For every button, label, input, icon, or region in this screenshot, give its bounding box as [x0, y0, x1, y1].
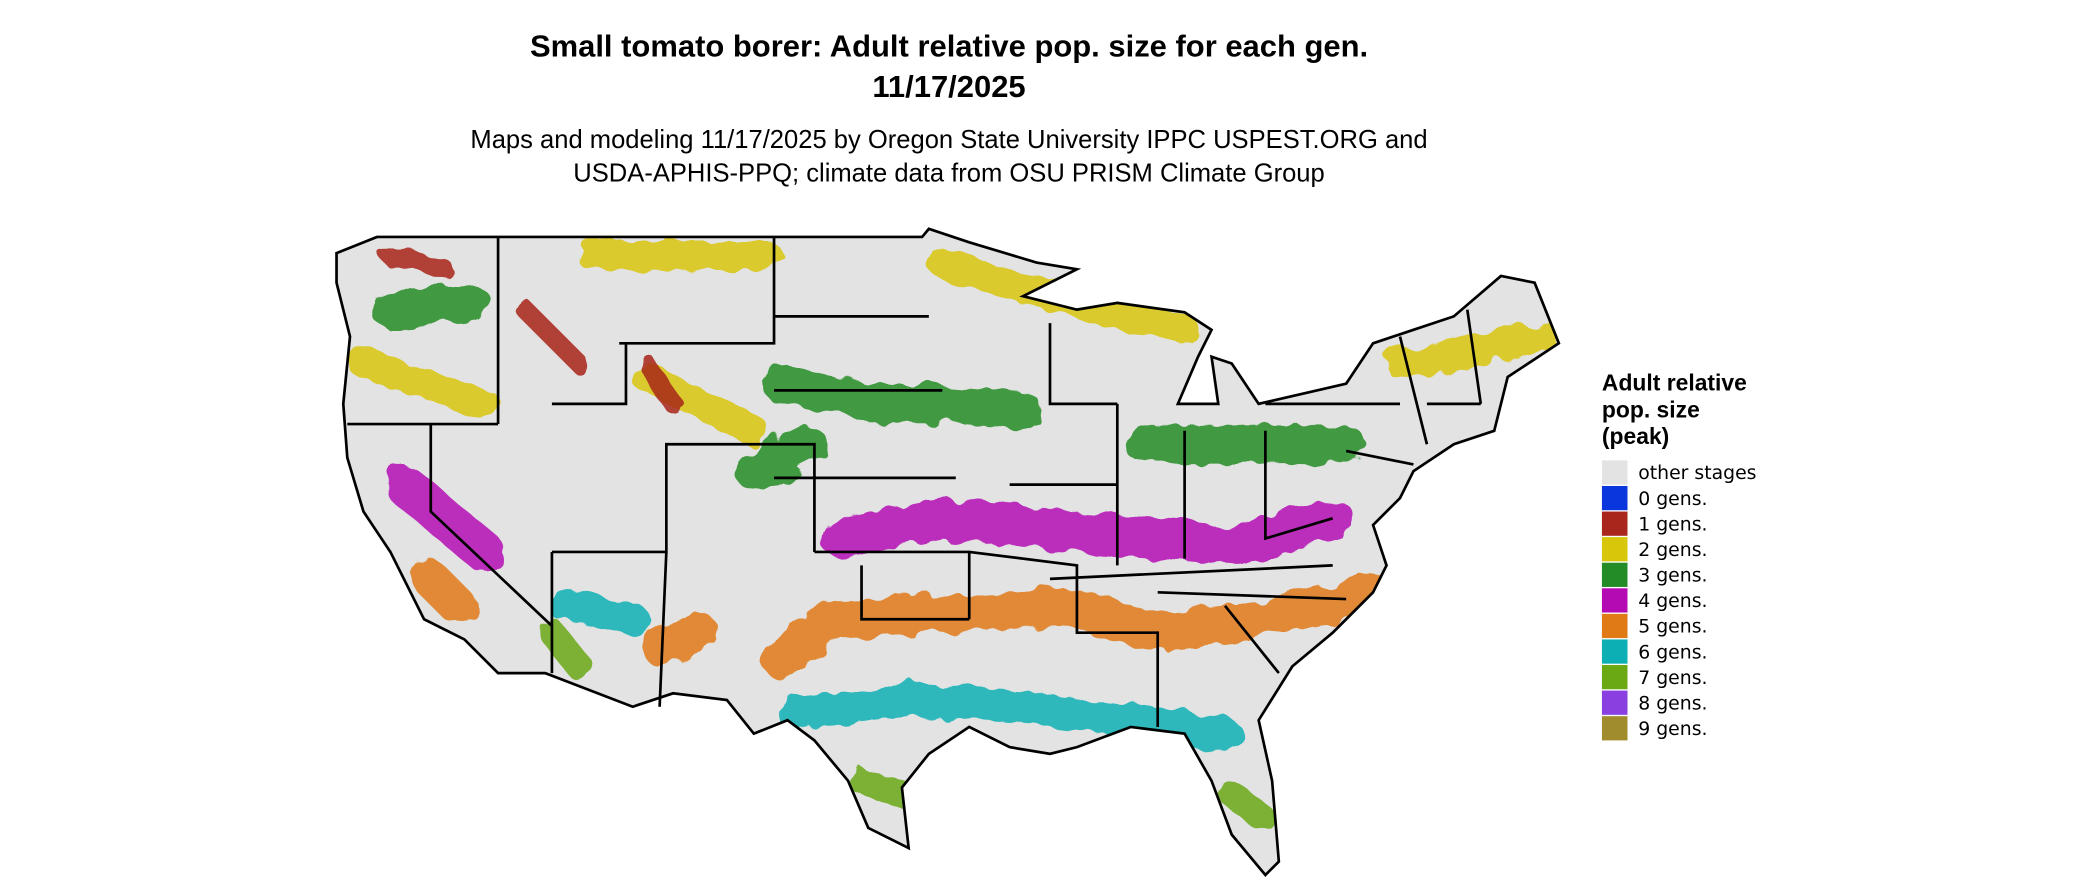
subtitle-line: Maps and modeling 11/17/2025 by Oregon S… — [470, 126, 1427, 154]
legend-swatch — [1601, 537, 1628, 562]
legend-label: 7 gens. — [1638, 668, 1707, 689]
legend-swatch — [1601, 613, 1628, 639]
legend-label: 0 gens. — [1638, 489, 1707, 510]
region — [380, 246, 683, 414]
subtitle-line: USDA-APHIS-PPQ; climate data from OSU PR… — [573, 160, 1324, 188]
state-line — [347, 236, 1483, 727]
region — [411, 560, 1392, 679]
region — [538, 619, 1273, 828]
legend-label: 6 gens. — [1638, 642, 1707, 663]
legend-label: 4 gens. — [1638, 591, 1707, 612]
legend-label: other stages — [1638, 463, 1756, 484]
title-line: Small tomato borer: Adult relative pop. … — [530, 29, 1368, 64]
legend-swatch — [1601, 588, 1628, 613]
legend-title: pop. size — [1602, 396, 1700, 422]
legend-title: (peak) — [1602, 423, 1669, 449]
legend-title: Adult relative — [1602, 369, 1747, 395]
legend-swatch — [1601, 665, 1628, 690]
state-borders — [335, 227, 1561, 877]
legend-swatch — [1601, 562, 1628, 587]
region — [549, 589, 1242, 750]
legend-label: 8 gens. — [1638, 693, 1707, 714]
legend-label: 5 gens. — [1638, 617, 1707, 638]
title-line: 11/17/2025 — [872, 69, 1025, 104]
legend-swatch — [1601, 639, 1628, 664]
legend-swatch — [1601, 460, 1628, 485]
legend-swatch — [1601, 716, 1628, 741]
legend-swatch — [1601, 485, 1628, 511]
region — [371, 284, 1365, 491]
legend-swatch — [1601, 690, 1628, 715]
legend-label: 2 gens. — [1638, 540, 1707, 561]
legend: Adult relative pop. size (peak) other st… — [1601, 369, 1756, 741]
legend-label: 1 gens. — [1638, 514, 1707, 535]
legend-swatch — [1601, 511, 1628, 536]
region — [383, 464, 1353, 573]
legend-label: 9 gens. — [1638, 719, 1707, 740]
legend-label: 3 gens. — [1638, 566, 1707, 587]
